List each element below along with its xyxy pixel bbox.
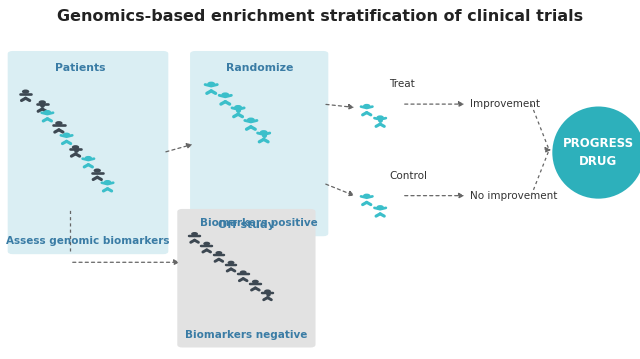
Text: Biomarkers negative: Biomarkers negative [185,330,308,340]
Circle shape [44,110,51,114]
FancyBboxPatch shape [8,51,168,254]
Circle shape [63,132,70,137]
Text: No improvement: No improvement [470,191,557,201]
Circle shape [363,104,371,108]
Circle shape [22,89,29,94]
Circle shape [191,232,198,236]
Circle shape [55,121,63,125]
FancyBboxPatch shape [177,209,316,348]
Circle shape [260,130,268,135]
Circle shape [93,168,101,173]
Circle shape [38,100,46,104]
Circle shape [247,117,255,122]
Circle shape [228,261,234,265]
Text: Patients: Patients [55,63,106,73]
Circle shape [363,194,371,198]
Text: Control: Control [389,171,427,181]
Circle shape [72,145,79,149]
Circle shape [264,289,271,293]
Circle shape [252,280,259,284]
Text: PROGRESS
DRUG: PROGRESS DRUG [563,137,634,168]
Text: Treat: Treat [389,79,415,89]
Text: Randomize: Randomize [225,63,293,73]
FancyBboxPatch shape [190,51,328,236]
Text: Genomics-based enrichment stratification of clinical trials: Genomics-based enrichment stratification… [57,9,583,24]
Circle shape [240,270,246,274]
Circle shape [234,105,242,109]
Text: Biomarkers positive: Biomarkers positive [200,218,318,228]
Circle shape [104,180,111,184]
Circle shape [207,81,215,86]
Circle shape [376,205,384,209]
Text: Assess genomic biomarkers: Assess genomic biomarkers [6,236,170,246]
Circle shape [84,156,92,160]
Circle shape [376,115,384,120]
Circle shape [216,251,222,255]
Circle shape [204,242,210,246]
Text: Off study: Off study [218,220,275,230]
Ellipse shape [552,107,640,199]
Circle shape [221,92,229,97]
Text: Improvement: Improvement [470,99,540,109]
